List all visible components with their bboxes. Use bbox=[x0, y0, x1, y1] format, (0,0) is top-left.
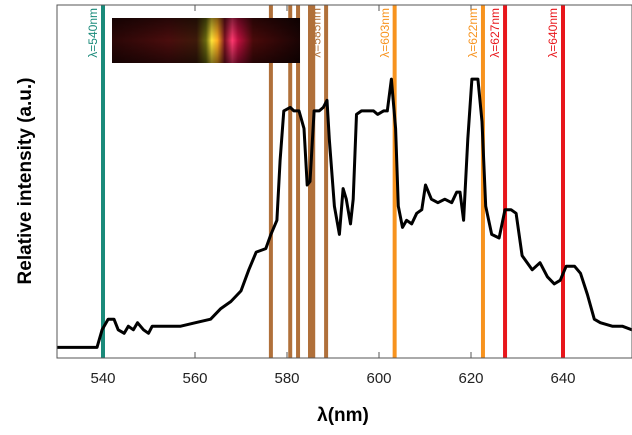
x-tick-label: 620 bbox=[458, 370, 483, 387]
x-tick-label: 540 bbox=[90, 370, 115, 387]
y-axis-label: Relative intensity (a.u.) bbox=[15, 78, 36, 285]
wavelength-label: λ=585nm bbox=[309, 8, 323, 58]
wavelength-label: λ=627nm bbox=[488, 8, 502, 58]
wavelength-label: λ=603nm bbox=[378, 8, 392, 58]
x-axis-label: λ(nm) bbox=[317, 405, 369, 426]
wavelength-label: λ=640nm bbox=[546, 8, 560, 58]
x-tick-label: 560 bbox=[182, 370, 207, 387]
x-tick-label: 580 bbox=[274, 370, 299, 387]
wavelength-label: λ=540nm bbox=[86, 8, 100, 58]
x-tick-label: 640 bbox=[550, 370, 575, 387]
plot-frame bbox=[56, 4, 632, 359]
spectrum-inset-shade bbox=[112, 18, 300, 63]
x-tick-label: 600 bbox=[366, 370, 391, 387]
data-line bbox=[57, 77, 632, 349]
plot-area: 540 560 580 600 620 640 λ=540nm λ=585nm λ=603nm λ… bbox=[57, 5, 632, 387]
wavelength-label: λ=622nm bbox=[466, 8, 480, 58]
